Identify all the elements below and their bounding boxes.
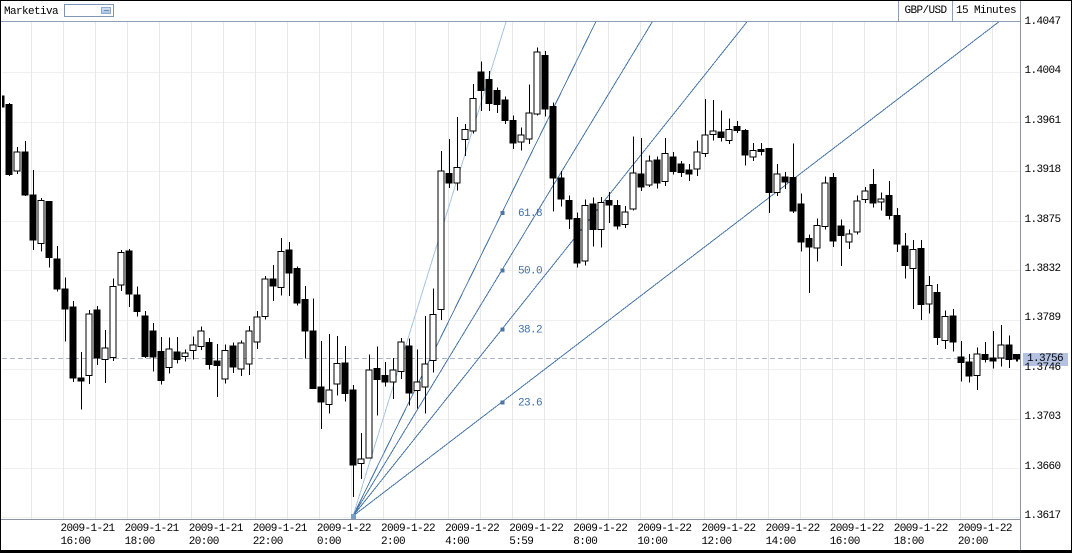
svg-text:38.2: 38.2 xyxy=(518,325,542,337)
svg-text:50.0: 50.0 xyxy=(518,266,542,278)
svg-text:23.6: 23.6 xyxy=(518,398,542,410)
svg-text:61.8: 61.8 xyxy=(518,208,542,220)
